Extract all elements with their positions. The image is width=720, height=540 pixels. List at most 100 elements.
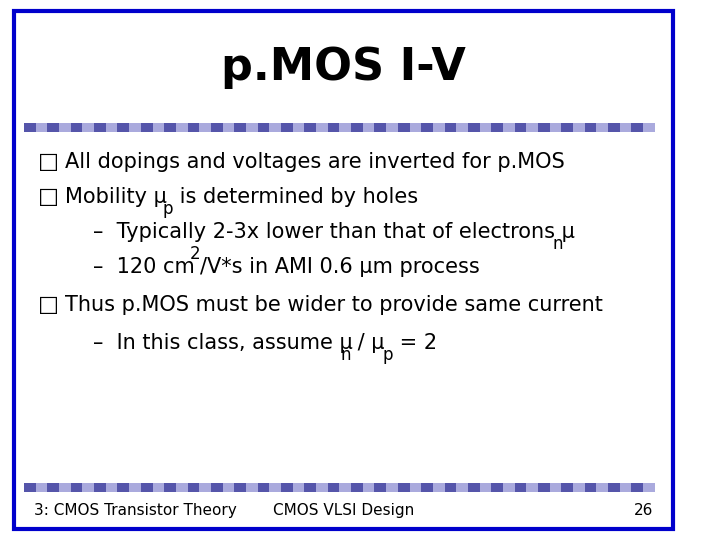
Bar [211, 483, 222, 492]
Bar [106, 483, 117, 492]
Bar [398, 123, 410, 132]
Bar [386, 483, 398, 492]
Bar [59, 123, 71, 132]
Bar [222, 483, 234, 492]
Bar [328, 483, 339, 492]
Text: Thus p.MOS must be wider to provide same current: Thus p.MOS must be wider to provide same… [66, 295, 603, 315]
Bar [94, 483, 106, 492]
Text: □: □ [37, 187, 59, 207]
Text: All dopings and voltages are inverted for p.MOS: All dopings and voltages are inverted fo… [66, 152, 565, 172]
Bar [234, 123, 246, 132]
Bar [480, 123, 491, 132]
Bar [339, 483, 351, 492]
Bar [153, 483, 164, 492]
Bar [585, 483, 596, 492]
Text: 3: CMOS Transistor Theory: 3: CMOS Transistor Theory [35, 503, 237, 518]
Bar [164, 483, 176, 492]
Bar [643, 483, 654, 492]
Bar [363, 483, 374, 492]
Bar [36, 483, 48, 492]
Text: CMOS VLSI Design: CMOS VLSI Design [273, 503, 414, 518]
Bar [281, 483, 293, 492]
Bar [316, 483, 328, 492]
Bar [444, 483, 456, 492]
Bar [94, 123, 106, 132]
Bar [59, 483, 71, 492]
Bar [305, 483, 316, 492]
Text: 2: 2 [190, 245, 200, 263]
Bar [631, 123, 643, 132]
Bar [374, 123, 386, 132]
Bar [293, 483, 305, 492]
Bar [410, 123, 421, 132]
Bar [106, 123, 117, 132]
Bar [246, 483, 258, 492]
Bar [410, 483, 421, 492]
Bar [153, 123, 164, 132]
Bar [456, 483, 468, 492]
Bar [71, 483, 83, 492]
Bar [141, 483, 153, 492]
Bar [269, 123, 281, 132]
Bar [293, 123, 305, 132]
Bar [398, 483, 410, 492]
Bar [515, 483, 526, 492]
Bar [480, 483, 491, 492]
Bar [83, 483, 94, 492]
Bar [620, 483, 631, 492]
Bar [176, 123, 188, 132]
Bar [596, 123, 608, 132]
Bar [503, 123, 515, 132]
Bar [562, 123, 573, 132]
Bar [316, 123, 328, 132]
Bar [549, 483, 562, 492]
Bar [129, 123, 141, 132]
Bar [339, 123, 351, 132]
Bar [222, 123, 234, 132]
Bar [24, 123, 36, 132]
Bar [643, 123, 654, 132]
Text: –  120 cm: – 120 cm [93, 257, 194, 278]
Bar [515, 123, 526, 132]
Bar [129, 483, 141, 492]
Text: –  In this class, assume μ: – In this class, assume μ [93, 333, 353, 353]
Bar [211, 123, 222, 132]
Bar [199, 483, 211, 492]
Bar [351, 483, 363, 492]
Text: n: n [553, 235, 563, 253]
Bar [188, 123, 199, 132]
Text: /V*s in AMI 0.6 μm process: /V*s in AMI 0.6 μm process [200, 257, 480, 278]
Bar [141, 123, 153, 132]
Bar [199, 123, 211, 132]
Text: □: □ [37, 295, 59, 315]
Bar [596, 483, 608, 492]
Bar [258, 483, 269, 492]
Text: / μ: / μ [351, 333, 384, 353]
Bar [258, 123, 269, 132]
Bar [386, 123, 398, 132]
Text: □: □ [37, 152, 59, 172]
FancyBboxPatch shape [14, 11, 673, 529]
Text: –  Typically 2-3x lower than that of electrons μ: – Typically 2-3x lower than that of elec… [93, 222, 575, 242]
Bar [549, 123, 562, 132]
Bar [468, 483, 480, 492]
Text: 26: 26 [634, 503, 653, 518]
Bar [188, 483, 199, 492]
Text: p.MOS I-V: p.MOS I-V [221, 46, 466, 89]
Bar [48, 123, 59, 132]
Text: n: n [341, 346, 351, 364]
Bar [176, 483, 188, 492]
Bar [269, 483, 281, 492]
Bar [234, 483, 246, 492]
Bar [433, 483, 444, 492]
Text: Mobility μ: Mobility μ [66, 187, 167, 207]
Bar [305, 123, 316, 132]
Bar [573, 123, 585, 132]
Bar [351, 123, 363, 132]
Bar [562, 483, 573, 492]
Bar [363, 123, 374, 132]
Bar [83, 123, 94, 132]
Bar [538, 483, 549, 492]
Bar [433, 123, 444, 132]
Bar [526, 123, 538, 132]
